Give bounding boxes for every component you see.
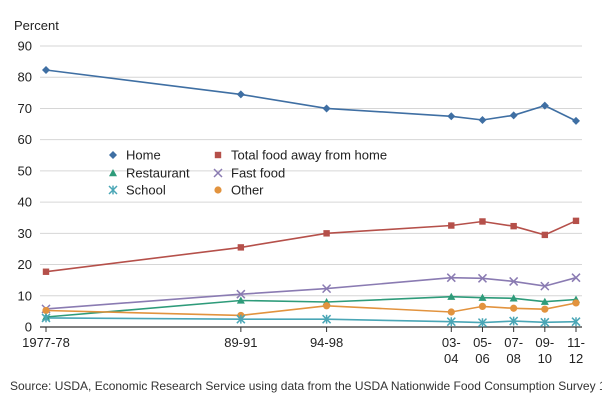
data-point-home — [322, 104, 331, 113]
data-point-other — [478, 302, 487, 310]
legend-marker-restaurant — [109, 169, 117, 177]
data-point-other — [447, 308, 455, 316]
data-point-total-food-away-from-home — [237, 244, 245, 251]
data-point-home — [447, 112, 456, 121]
legend: Home Total food away from home Restaurant F… — [108, 148, 387, 198]
x-tick-label: 08 — [506, 351, 520, 366]
y-tick-label: 20 — [18, 257, 32, 272]
legend-marker-total-food-away-from-home — [214, 151, 222, 159]
data-point-total-food-away-from-home — [479, 218, 486, 225]
legend-label-total-food-away-from-home: Total food away from home — [231, 148, 387, 163]
legend-marker-fast-food — [213, 168, 223, 178]
y-tick-label: 10 — [18, 288, 32, 303]
data-point-fast-food — [540, 281, 550, 291]
x-tick-label: 03- — [442, 335, 461, 350]
series-markers — [41, 66, 581, 328]
data-point-school — [509, 316, 519, 326]
series-line-total-food-away-from-home — [45, 220, 577, 273]
data-point-home — [509, 111, 518, 120]
data-point-restaurant — [540, 297, 549, 305]
y-axis-label: Percent — [14, 18, 59, 33]
data-point-total-food-away-from-home — [541, 231, 549, 239]
x-tick-label: 89-91 — [224, 335, 257, 350]
y-axis-ticks: 0 10 20 30 40 50 60 70 80 90 — [18, 39, 32, 335]
source-note: Source: USDA, Economic Research Service … — [10, 379, 602, 393]
legend-label-home: Home — [126, 148, 161, 163]
data-point-fast-food — [236, 289, 246, 299]
x-tick-label: 06 — [475, 351, 489, 366]
x-tick-label: 94-98 — [310, 335, 343, 350]
x-axis: 1977-78 89-91 94-98 03-04 05-06 07-08 09-10 11-… — [22, 326, 585, 366]
data-point-other — [572, 299, 580, 307]
data-point-home — [572, 116, 580, 125]
data-point-restaurant — [447, 292, 456, 300]
y-tick-label: 70 — [18, 101, 32, 116]
legend-marker-school — [108, 185, 118, 195]
data-point-other — [42, 306, 50, 315]
series-line-school — [45, 317, 577, 324]
data-point-school — [322, 314, 332, 324]
data-point-school — [446, 317, 456, 327]
data-point-fast-food — [509, 276, 519, 286]
data-point-school — [540, 317, 550, 327]
data-point-restaurant — [509, 294, 518, 302]
legend-label-school: School — [126, 183, 166, 198]
data-point-fast-food — [322, 284, 332, 294]
data-point-school — [477, 318, 488, 328]
y-tick-label: 40 — [18, 195, 32, 210]
data-point-school — [571, 317, 581, 327]
legend-label-fast-food: Fast food — [231, 166, 285, 181]
data-point-total-food-away-from-home — [42, 268, 50, 275]
data-point-school — [236, 314, 246, 324]
data-point-home — [540, 101, 549, 110]
x-tick-label: 1977-78 — [22, 335, 70, 350]
data-point-other — [541, 305, 549, 313]
data-point-fast-food — [477, 273, 488, 283]
data-point-other — [322, 302, 331, 310]
data-point-school — [41, 313, 51, 323]
data-point-total-food-away-from-home — [448, 222, 455, 229]
legend-label-restaurant: Restaurant — [126, 166, 190, 181]
grid — [40, 45, 582, 297]
data-point-total-food-away-from-home — [572, 217, 580, 225]
y-tick-label: 80 — [18, 70, 32, 85]
data-point-restaurant — [236, 296, 245, 304]
series-line-fast-food — [45, 276, 577, 310]
data-point-fast-food — [446, 273, 456, 283]
data-point-other — [510, 304, 518, 312]
y-tick-label: 90 — [18, 39, 32, 54]
data-point-home — [478, 115, 487, 124]
data-point-home — [42, 66, 50, 75]
x-tick-label: 10 — [538, 351, 552, 366]
data-point-total-food-away-from-home — [510, 222, 517, 230]
legend-marker-home — [109, 151, 117, 159]
series-lines — [45, 69, 577, 324]
y-tick-label: 0 — [25, 320, 32, 335]
x-tick-label: 09- — [535, 335, 554, 350]
x-tick-label: 04 — [444, 351, 458, 366]
x-tick-label: 05- — [473, 335, 492, 350]
y-tick-label: 60 — [18, 132, 32, 147]
y-tick-label: 50 — [18, 163, 32, 178]
data-point-total-food-away-from-home — [323, 230, 330, 237]
x-tick-label: 12 — [569, 351, 583, 366]
series-line-other — [45, 302, 577, 317]
legend-label-other: Other — [231, 183, 264, 198]
data-point-home — [236, 90, 245, 99]
series-line-restaurant — [45, 295, 577, 318]
data-point-fast-food — [571, 273, 581, 283]
x-tick-label: 07- — [504, 335, 523, 350]
y-tick-label: 30 — [18, 226, 32, 241]
series-line-home — [45, 69, 577, 122]
legend-marker-other — [214, 186, 222, 194]
x-tick-label: 11- — [567, 335, 585, 350]
data-point-restaurant — [478, 293, 487, 301]
